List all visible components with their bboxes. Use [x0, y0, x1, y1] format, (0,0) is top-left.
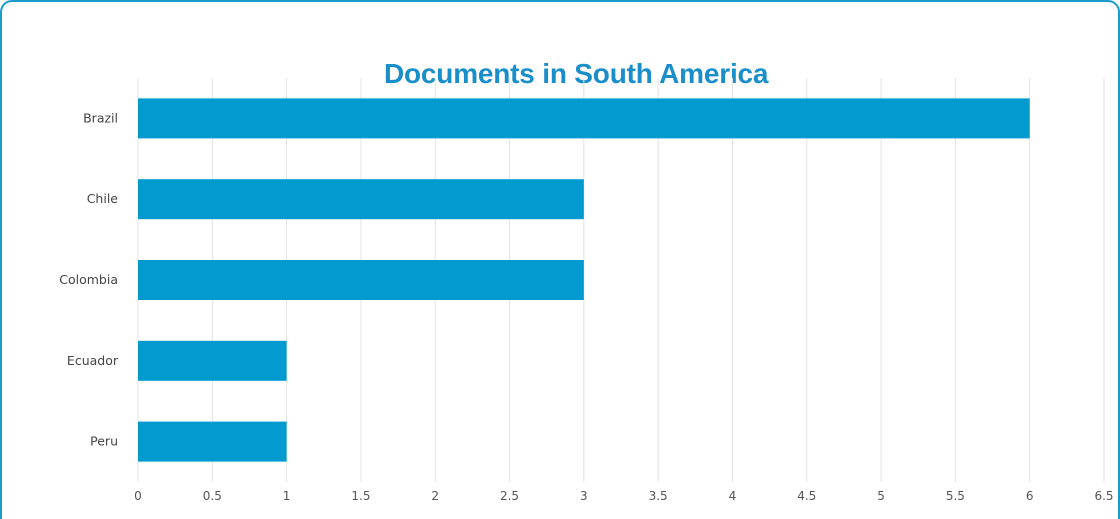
chart-title: Documents in South America — [384, 58, 769, 89]
x-tick-label: 4 — [729, 489, 737, 503]
x-tick-label: 3 — [580, 489, 588, 503]
x-tick-labels: 0 0.5 1 1.5 2 2.5 3 3.5 4 4.5 5 5.5 6 6.5 — [134, 489, 1113, 503]
x-tick-label: 3.5 — [649, 489, 668, 503]
x-tick-label: 0 — [134, 489, 142, 503]
category-label: Colombia — [59, 272, 118, 287]
category-label: Chile — [87, 191, 119, 206]
x-tick-label: 5 — [877, 489, 885, 503]
x-tick-label: 4.5 — [797, 489, 816, 503]
bar-chile — [138, 179, 584, 220]
category-labels: Brazil Chile Colombia Ecuador Peru — [59, 110, 119, 448]
bars — [138, 98, 1030, 462]
x-tick-label: 2 — [431, 489, 439, 503]
x-tick-label: 1 — [283, 489, 291, 503]
x-tick-label: 6 — [1026, 489, 1034, 503]
bar-peru — [138, 421, 287, 462]
bar-brazil — [138, 98, 1030, 139]
category-label: Brazil — [83, 110, 118, 125]
x-tick-label: 5.5 — [946, 489, 965, 503]
category-label: Ecuador — [67, 353, 119, 368]
x-tick-label: 1.5 — [351, 489, 370, 503]
x-tick-label: 0.5 — [203, 489, 222, 503]
bar-colombia — [138, 260, 584, 300]
x-tick-label: 2.5 — [500, 489, 519, 503]
x-tick-label: 6.5 — [1094, 489, 1113, 503]
bar-ecuador — [138, 340, 287, 381]
category-label: Peru — [90, 434, 118, 449]
